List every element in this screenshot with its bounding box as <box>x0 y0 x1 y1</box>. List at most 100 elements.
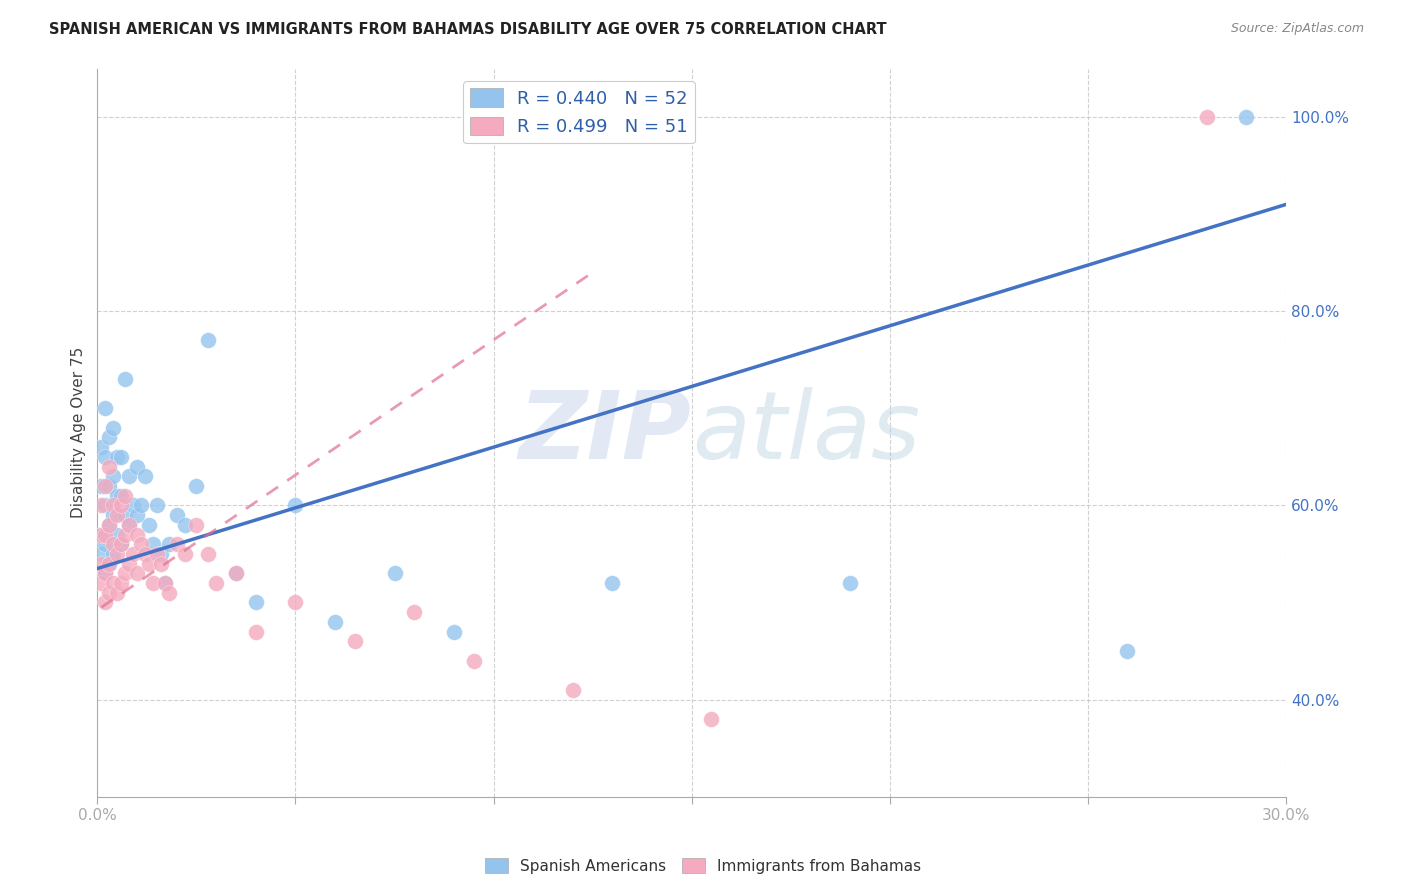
Point <box>153 576 176 591</box>
Point <box>463 654 485 668</box>
Point <box>94 401 117 416</box>
Point <box>110 489 132 503</box>
Point <box>284 499 307 513</box>
Point <box>157 586 180 600</box>
Point <box>103 499 125 513</box>
Text: Source: ZipAtlas.com: Source: ZipAtlas.com <box>1230 22 1364 36</box>
Point <box>225 566 247 581</box>
Legend: R = 0.440   N = 52, R = 0.499   N = 51: R = 0.440 N = 52, R = 0.499 N = 51 <box>463 81 695 144</box>
Point <box>103 576 125 591</box>
Point <box>343 634 366 648</box>
Point <box>134 469 156 483</box>
Point <box>110 576 132 591</box>
Point <box>94 566 117 581</box>
Point <box>118 469 141 483</box>
Point <box>149 557 172 571</box>
Point <box>98 459 121 474</box>
Point <box>114 527 136 541</box>
Point <box>105 527 128 541</box>
Point <box>1195 110 1218 124</box>
Point <box>125 566 148 581</box>
Point <box>146 547 169 561</box>
Point <box>157 537 180 551</box>
Point <box>114 508 136 522</box>
Point <box>98 557 121 571</box>
Point <box>118 517 141 532</box>
Point <box>98 586 121 600</box>
Point <box>153 576 176 591</box>
Point <box>110 537 132 551</box>
Point <box>129 537 152 551</box>
Point <box>186 479 208 493</box>
Point <box>205 576 228 591</box>
Point <box>98 517 121 532</box>
Point <box>110 499 132 513</box>
Point <box>90 557 112 571</box>
Point <box>146 499 169 513</box>
Point <box>90 499 112 513</box>
Point <box>103 421 125 435</box>
Point <box>118 517 141 532</box>
Point <box>110 537 132 551</box>
Legend: Spanish Americans, Immigrants from Bahamas: Spanish Americans, Immigrants from Baham… <box>479 852 927 880</box>
Point <box>404 605 426 619</box>
Point <box>125 508 148 522</box>
Point <box>90 479 112 493</box>
Point <box>110 450 132 464</box>
Point <box>129 499 152 513</box>
Point <box>166 537 188 551</box>
Point <box>443 624 465 639</box>
Point <box>125 459 148 474</box>
Point <box>122 547 145 561</box>
Point <box>105 547 128 561</box>
Point <box>94 527 117 541</box>
Point <box>166 508 188 522</box>
Point <box>561 682 583 697</box>
Point <box>245 624 267 639</box>
Point <box>142 576 165 591</box>
Point <box>284 595 307 609</box>
Point <box>197 547 219 561</box>
Point <box>105 508 128 522</box>
Point <box>602 576 624 591</box>
Point <box>103 537 125 551</box>
Point <box>1234 110 1257 124</box>
Point <box>125 527 148 541</box>
Point <box>90 527 112 541</box>
Point <box>105 489 128 503</box>
Point <box>94 479 117 493</box>
Text: atlas: atlas <box>692 387 920 478</box>
Point <box>118 557 141 571</box>
Text: SPANISH AMERICAN VS IMMIGRANTS FROM BAHAMAS DISABILITY AGE OVER 75 CORRELATION C: SPANISH AMERICAN VS IMMIGRANTS FROM BAHA… <box>49 22 887 37</box>
Text: ZIP: ZIP <box>519 386 692 479</box>
Point <box>94 450 117 464</box>
Point <box>173 517 195 532</box>
Point <box>94 566 117 581</box>
Point <box>142 537 165 551</box>
Point <box>90 547 112 561</box>
Point <box>94 499 117 513</box>
Point <box>94 595 117 609</box>
Point <box>138 517 160 532</box>
Point <box>90 527 112 541</box>
Point <box>134 547 156 561</box>
Point <box>138 557 160 571</box>
Point <box>105 586 128 600</box>
Point <box>103 508 125 522</box>
Point <box>186 517 208 532</box>
Point <box>839 576 862 591</box>
Point <box>98 479 121 493</box>
Point <box>384 566 406 581</box>
Point <box>103 547 125 561</box>
Point <box>94 537 117 551</box>
Point <box>173 547 195 561</box>
Point <box>105 450 128 464</box>
Point <box>103 469 125 483</box>
Point <box>90 440 112 454</box>
Point <box>245 595 267 609</box>
Point <box>700 712 723 726</box>
Point <box>98 557 121 571</box>
Y-axis label: Disability Age Over 75: Disability Age Over 75 <box>72 347 86 518</box>
Point <box>149 547 172 561</box>
Point <box>197 334 219 348</box>
